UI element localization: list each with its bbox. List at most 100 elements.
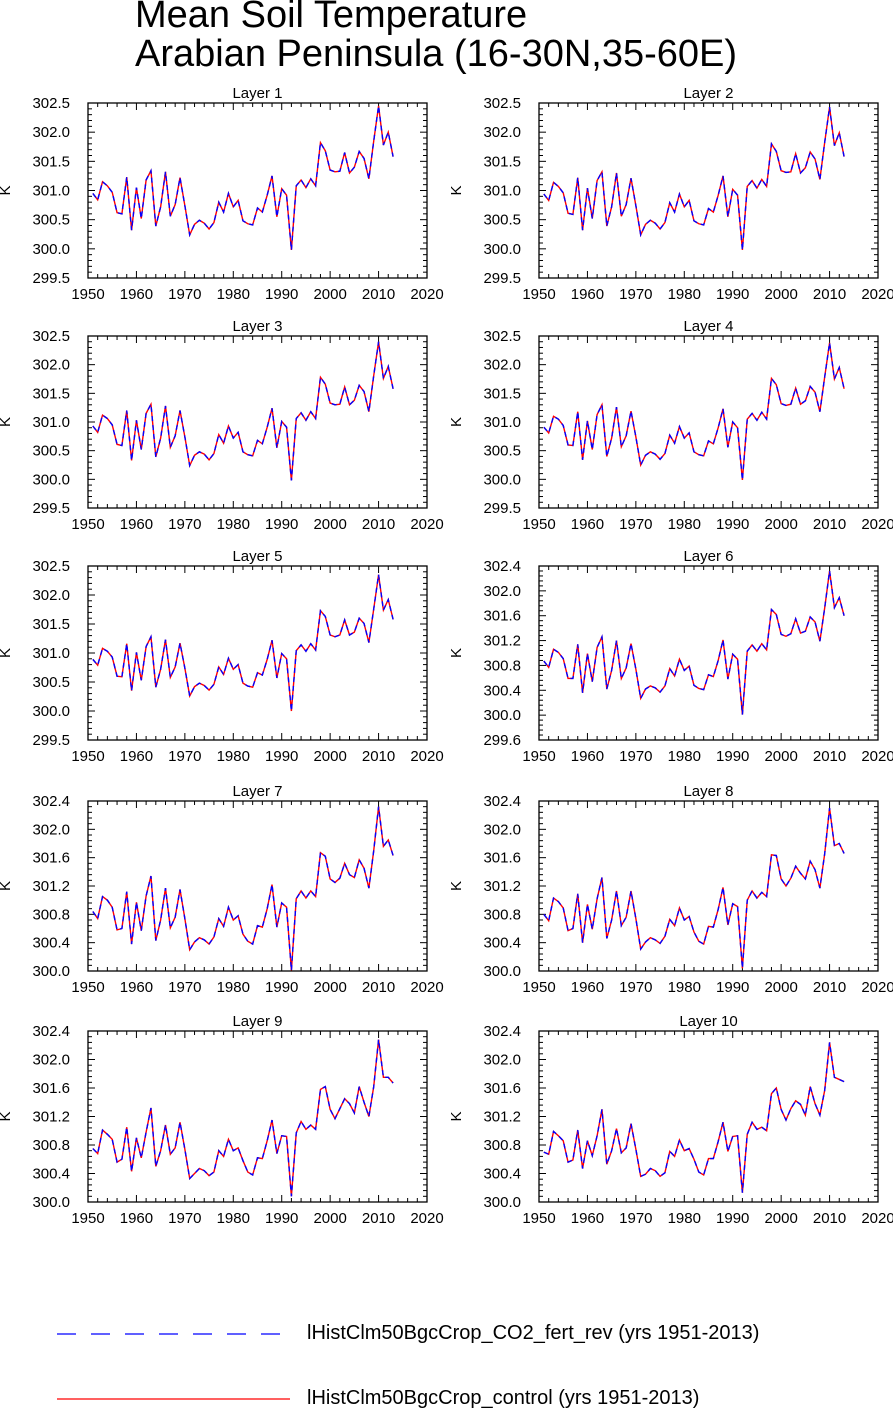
x-tick-label: 2000 <box>764 286 797 303</box>
panel-title: Layer 8 <box>683 783 733 800</box>
x-tick-label: 1950 <box>71 979 104 996</box>
x-tick-label: 2000 <box>313 979 346 996</box>
series-line-control <box>543 570 845 715</box>
x-tick-label: 1950 <box>522 516 555 533</box>
x-tick-label: 1990 <box>265 979 298 996</box>
panel-layer-2: Layer 2 K 1950 1960 1970 1980 1990 2000 2010 2020… <box>448 85 893 303</box>
y-tick-label: 301.6 <box>483 1080 521 1097</box>
x-tick-label: 1970 <box>168 748 201 765</box>
x-tick-label: 1980 <box>217 286 250 303</box>
legend: lHistClm50BgcCrop_CO2_fert_rev (yrs 1951… <box>0 1300 893 1412</box>
y-tick-label: 301.2 <box>32 878 70 895</box>
x-tick-label: 1960 <box>571 979 604 996</box>
x-tick-label: 1970 <box>619 748 652 765</box>
y-tick-label: 302.0 <box>32 587 70 604</box>
x-tick-label: 2010 <box>813 979 846 996</box>
plot-frame <box>538 565 879 741</box>
y-tick-label: 299.5 <box>32 732 70 749</box>
plot-frame <box>87 102 428 279</box>
y-axis-label: K <box>448 881 465 891</box>
panel-layer-5: Layer 5 K 1950 1960 1970 1980 1990 2000 2010 2020… <box>0 548 444 765</box>
series-line-co2-fert-rev <box>543 106 845 251</box>
y-axis-label: K <box>448 1111 465 1121</box>
series-line-control <box>92 105 394 251</box>
y-tick-label: 299.5 <box>32 270 70 287</box>
x-tick-label: 2010 <box>813 286 846 303</box>
x-tick-label: 1970 <box>619 979 652 996</box>
y-tick-label: 300.8 <box>483 657 521 674</box>
x-tick-label: 1980 <box>217 516 250 533</box>
x-tick-label: 2000 <box>764 516 797 533</box>
series-line-co2-fert-rev <box>543 807 845 969</box>
x-tick-label: 2020 <box>410 1210 443 1227</box>
y-tick-label: 302.0 <box>32 821 70 838</box>
y-tick-label: 302.5 <box>483 95 521 112</box>
y-tick-label: 300.0 <box>483 963 521 980</box>
x-tick-label: 2000 <box>764 1210 797 1227</box>
x-tick-label: 1960 <box>120 286 153 303</box>
panel-layer-1: Layer 1 K 1950 1960 1970 1980 1990 2000 2010 2020… <box>0 85 444 303</box>
series-line-co2-fert-rev <box>92 806 394 971</box>
y-tick-label: 302.0 <box>32 357 70 374</box>
panel-layer-9: Layer 9 K 1950 1960 1970 1980 1990 2000 2010 2020… <box>0 1013 444 1227</box>
x-tick-label: 2020 <box>410 286 443 303</box>
panel-title: Layer 10 <box>679 1013 737 1030</box>
y-tick-label: 302.4 <box>483 1023 521 1040</box>
x-tick-label: 2020 <box>410 516 443 533</box>
y-axis-label: K <box>0 185 14 195</box>
series-line-control <box>92 1039 394 1197</box>
y-axis-label: K <box>0 417 14 427</box>
y-tick-label: 301.5 <box>32 616 70 633</box>
x-tick-label: 1960 <box>571 748 604 765</box>
figure-title-line-2: Arabian Peninsula (16-30N,35-60E) <box>135 33 738 75</box>
y-tick-label: 301.5 <box>483 385 521 402</box>
x-tick-label: 1950 <box>71 748 104 765</box>
x-tick-label: 2010 <box>813 1210 846 1227</box>
y-tick-label: 300.0 <box>483 471 521 488</box>
y-tick-label: 302.5 <box>32 558 70 575</box>
y-tick-label: 301.6 <box>32 1080 70 1097</box>
panel-title: Layer 5 <box>232 548 282 565</box>
legend-label-control: lHistClm50BgcCrop_control (yrs 1951-2013… <box>307 1387 700 1409</box>
plot-frame <box>538 1030 879 1203</box>
series-line-co2-fert-rev <box>543 570 845 715</box>
y-tick-label: 300.0 <box>483 707 521 724</box>
series-line-co2-fert-rev <box>92 574 394 712</box>
panel-layer-6: Layer 6 K 1950 1960 1970 1980 1990 2000 2010 2020… <box>448 548 893 765</box>
x-tick-label: 1960 <box>120 748 153 765</box>
y-tick-label: 300.8 <box>32 906 70 923</box>
x-tick-label: 1950 <box>522 1210 555 1227</box>
y-tick-label: 300.4 <box>32 935 70 952</box>
series-line-control <box>92 806 394 971</box>
panel-title: Layer 1 <box>232 85 282 102</box>
y-tick-label: 301.6 <box>32 850 70 867</box>
x-tick-label: 1970 <box>168 286 201 303</box>
x-tick-label: 1990 <box>265 516 298 533</box>
y-tick-label: 300.8 <box>32 1137 70 1154</box>
y-tick-label: 302.4 <box>483 558 521 575</box>
series-line-control <box>543 1042 845 1193</box>
panel-layer-10: Layer 10 K 1950 1960 1970 1980 1990 2000 2010 202… <box>448 1013 893 1227</box>
x-tick-label: 2000 <box>313 286 346 303</box>
y-tick-label: 299.5 <box>483 500 521 517</box>
y-tick-label: 301.5 <box>32 385 70 402</box>
y-tick-label: 302.4 <box>32 793 70 810</box>
series-line-co2-fert-rev <box>92 1039 394 1197</box>
y-axis-label: K <box>0 1111 14 1121</box>
y-tick-label: 301.0 <box>483 183 521 200</box>
x-tick-label: 2020 <box>861 286 893 303</box>
x-tick-label: 1950 <box>522 979 555 996</box>
x-tick-label: 1950 <box>71 286 104 303</box>
panel-layer-3: Layer 3 K 1950 1960 1970 1980 1990 2000 2010 2020… <box>0 318 444 533</box>
panel-title: Layer 6 <box>683 548 733 565</box>
x-tick-label: 1990 <box>716 286 749 303</box>
y-axis-label: K <box>448 185 465 195</box>
x-tick-label: 2010 <box>362 1210 395 1227</box>
y-tick-label: 302.0 <box>483 583 521 600</box>
figure-title: Mean Soil Temperature Arabian Peninsula … <box>135 0 737 74</box>
x-tick-label: 2000 <box>313 1210 346 1227</box>
x-tick-label: 1980 <box>668 979 701 996</box>
y-tick-label: 302.0 <box>483 357 521 374</box>
y-tick-label: 302.5 <box>32 328 70 345</box>
y-tick-label: 301.0 <box>483 414 521 431</box>
